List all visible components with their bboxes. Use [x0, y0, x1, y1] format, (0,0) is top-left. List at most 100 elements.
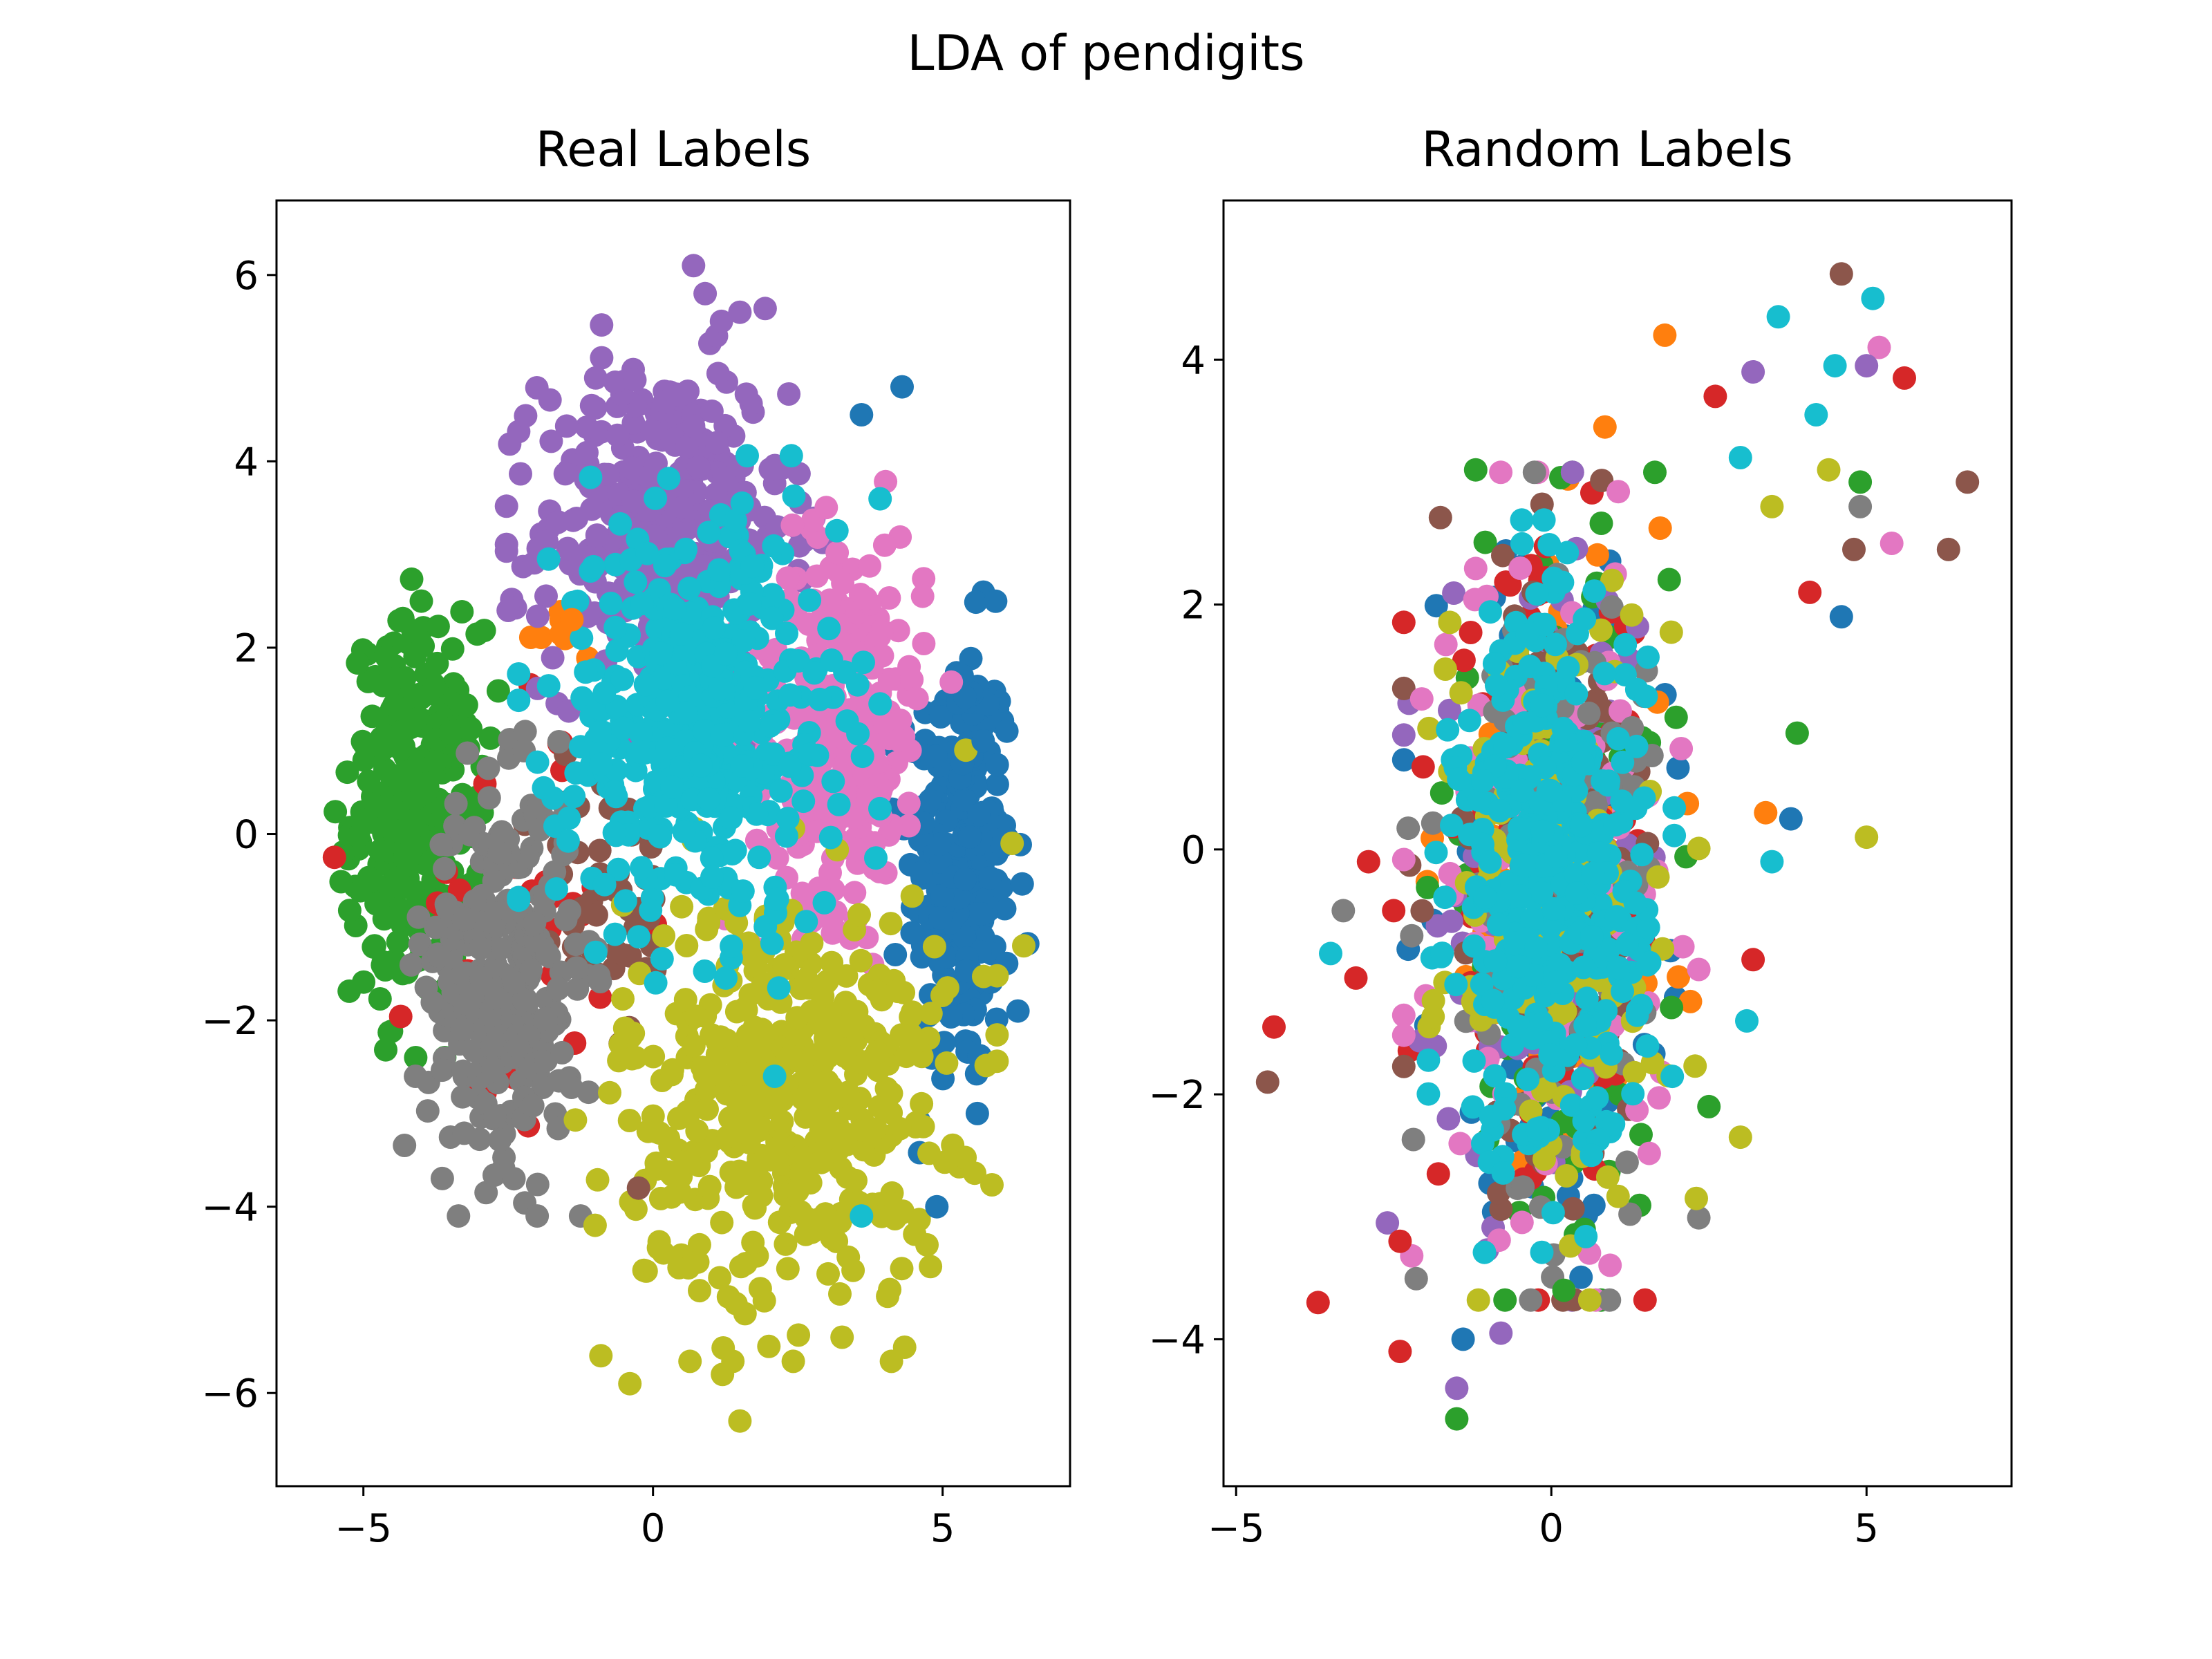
- scatter-point-class-9: [702, 616, 726, 640]
- scatter-point-class-7: [519, 958, 543, 982]
- scatter-point-class-9: [536, 547, 561, 571]
- scatter-point-class-9: [1447, 767, 1471, 791]
- scatter-point-class-0: [993, 897, 1017, 921]
- scatter-point-class-8: [682, 1033, 706, 1058]
- scatter-point-class-7: [454, 992, 478, 1016]
- scatter-point-class-3: [1893, 366, 1916, 390]
- scatter-point-class-4: [554, 414, 579, 438]
- scatter-point-class-9: [1515, 622, 1539, 646]
- scatter-point-class-2: [1430, 781, 1454, 805]
- scatter-point-class-2: [393, 666, 417, 690]
- scatter-point-class-9: [1728, 446, 1752, 469]
- scatter-point-class-8: [660, 1058, 684, 1082]
- y-tick-label: −4: [201, 1185, 259, 1230]
- scatter-point-class-8: [1555, 1164, 1579, 1188]
- scatter-point-class-4: [603, 370, 627, 394]
- x-tick-label: 0: [1539, 1506, 1564, 1551]
- scatter-point-class-7: [480, 1057, 505, 1080]
- scatter-point-class-8: [1620, 603, 1644, 627]
- scatter-point-class-9: [588, 720, 612, 744]
- scatter-point-class-8: [675, 934, 699, 957]
- axes-frame-real-labels: [275, 199, 1071, 1488]
- scatter-point-class-8: [673, 988, 697, 1012]
- scatter-point-class-9: [1602, 1112, 1626, 1136]
- scatter-point-class-9: [1571, 1067, 1595, 1091]
- scatter-point-class-8: [812, 1107, 836, 1131]
- scatter-point-class-0: [850, 403, 874, 427]
- scatter-point-class-9: [574, 660, 598, 684]
- scatter-point-class-9: [663, 597, 687, 621]
- scatter-point-class-9: [1472, 1240, 1497, 1264]
- scatter-point-class-9: [1625, 1003, 1649, 1027]
- scatter-point-class-9: [1573, 607, 1597, 631]
- scatter-point-class-8: [670, 894, 694, 919]
- scatter-point-class-8: [732, 1112, 756, 1136]
- scatter-point-class-6: [843, 881, 867, 905]
- scatter-point-class-9: [1492, 1097, 1517, 1121]
- scatter-point-class-8: [697, 911, 721, 935]
- scatter-point-class-8: [985, 1023, 1009, 1047]
- scatter-point-class-9: [1541, 897, 1566, 921]
- scatter-point-class-8: [731, 1062, 756, 1086]
- scatter-point-class-4: [734, 382, 758, 406]
- scatter-point-class-2: [368, 838, 392, 863]
- scatter-point-class-8: [922, 935, 946, 959]
- scatter-point-class-9: [1574, 1224, 1598, 1248]
- scatter-point-class-7: [1687, 1206, 1711, 1230]
- scatter-point-class-6: [910, 584, 935, 608]
- scatter-point-class-9: [688, 753, 713, 778]
- scatter-point-class-7: [1848, 494, 1873, 518]
- scatter-point-class-8: [688, 1279, 711, 1303]
- scatter-point-class-9: [868, 487, 892, 511]
- scatter-point-class-8: [695, 1097, 719, 1121]
- scatter-point-class-9: [536, 674, 561, 698]
- scatter-point-class-9: [1555, 541, 1580, 565]
- scatter-point-class-4: [712, 466, 736, 490]
- scatter-point-class-8: [1659, 620, 1683, 644]
- y-tick-label: 4: [234, 440, 259, 485]
- y-tick-label: −6: [201, 1371, 259, 1416]
- scatter-point-class-2: [1697, 1094, 1721, 1118]
- scatter-point-class-7: [1522, 460, 1546, 485]
- scatter-point-class-3: [1388, 1229, 1412, 1253]
- scatter-point-class-9: [1572, 1109, 1596, 1133]
- scatter-point-class-0: [995, 719, 1019, 743]
- scatter-point-class-9: [1624, 734, 1649, 758]
- scatter-point-class-3: [1426, 1162, 1450, 1186]
- scatter-point-class-9: [507, 885, 531, 910]
- scatter-point-class-2: [1657, 568, 1681, 592]
- scatter-point-class-9: [1551, 716, 1575, 740]
- scatter-point-class-7: [1600, 595, 1624, 619]
- scatter-point-class-2: [450, 600, 474, 624]
- scatter-point-class-8: [583, 1213, 607, 1237]
- scatter-point-class-4: [619, 456, 644, 480]
- scatter-point-class-9: [1457, 709, 1481, 733]
- scatter-point-class-9: [775, 621, 798, 646]
- scatter-point-class-8: [770, 1109, 794, 1134]
- scatter-point-class-5: [1391, 1054, 1416, 1078]
- scatter-point-class-0: [1391, 748, 1416, 772]
- scatter-point-class-7: [587, 964, 611, 988]
- scatter-point-class-4: [1741, 360, 1765, 384]
- scatter-point-class-7: [1577, 701, 1601, 725]
- scatter-point-class-8: [907, 1208, 931, 1232]
- scatter-point-class-2: [393, 842, 418, 866]
- scatter-point-class-4: [496, 599, 521, 622]
- scatter-point-class-7: [1597, 1288, 1622, 1312]
- scatter-point-class-4: [777, 382, 801, 406]
- scatter-point-class-9: [655, 736, 679, 760]
- scatter-point-class-7: [525, 1172, 550, 1197]
- scatter-point-class-0: [969, 902, 993, 926]
- scatter-point-class-4: [590, 346, 614, 370]
- scatter-point-class-4: [1376, 1211, 1400, 1235]
- scatter-point-class-6: [1448, 1132, 1472, 1156]
- scatter-point-class-2: [1589, 512, 1613, 535]
- scatter-point-class-8: [741, 1230, 765, 1255]
- scatter-point-class-0: [953, 787, 977, 812]
- scatter-point-class-0: [928, 705, 953, 729]
- scatter-point-class-8: [785, 1006, 809, 1030]
- scatter-point-class-9: [1550, 570, 1575, 594]
- scatter-point-class-9: [608, 512, 632, 536]
- scatter-point-class-9: [731, 879, 755, 903]
- scatter-point-class-9: [1635, 1034, 1660, 1058]
